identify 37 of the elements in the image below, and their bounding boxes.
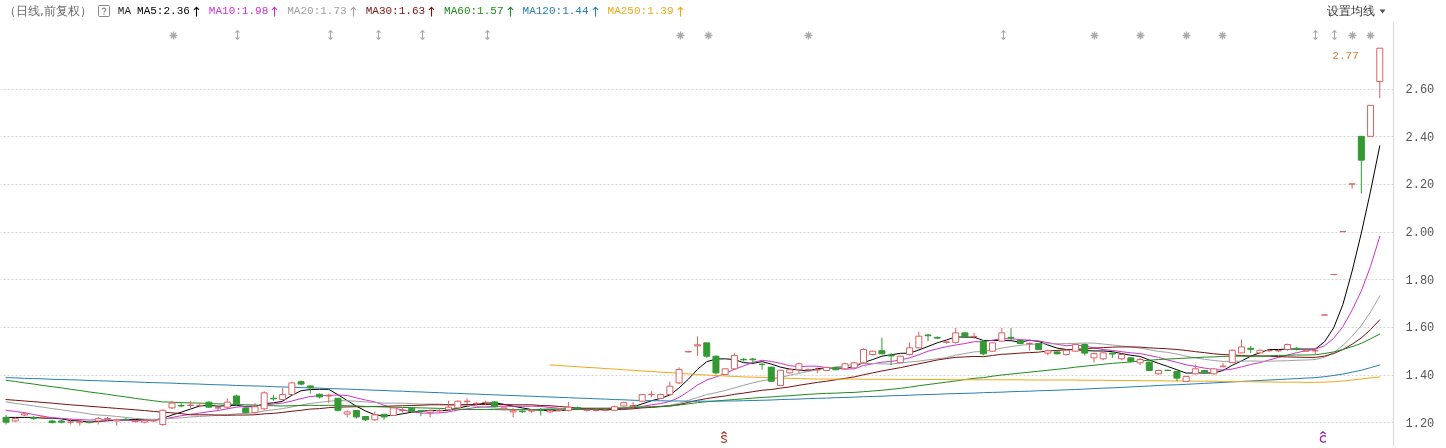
legend-label: MA250:1.39 — [607, 5, 674, 17]
y-tick-label: 2.60 — [1405, 83, 1435, 98]
legend-label: MA20:1.73 — [287, 5, 347, 17]
candlestick — [878, 337, 886, 355]
candlestick — [1007, 327, 1015, 341]
y-tick-label: 1.20 — [1405, 416, 1435, 431]
legend-title: MA — [117, 5, 132, 17]
y-tick-label: 1.40 — [1405, 369, 1435, 384]
y-tick-label: 2.20 — [1405, 178, 1435, 193]
text: 设置均线 — [1327, 2, 1375, 20]
y-tick-label: 1.80 — [1405, 273, 1435, 288]
candlestick — [509, 407, 517, 418]
y-tick-label: 1.60 — [1405, 321, 1435, 336]
legend-label: MA60:1.57 — [444, 5, 504, 17]
candlestick — [629, 401, 637, 409]
chart-title: （日线,前复权） — [4, 2, 92, 20]
candlestick — [1348, 183, 1356, 190]
line-series — [549, 364, 1381, 383]
candlestick — [758, 362, 766, 371]
y-tick-label: 2.40 — [1405, 130, 1435, 145]
candlestick — [887, 352, 895, 366]
legend-label: MA5:2.36 — [137, 5, 190, 17]
candlestick — [924, 333, 932, 342]
legend-label: MA120:1.44 — [522, 5, 589, 17]
candlestick — [1357, 135, 1365, 195]
candlestick — [417, 409, 425, 417]
legend-label: MA10:1.98 — [208, 5, 269, 17]
candlestick — [260, 390, 268, 411]
line-series — [5, 235, 1381, 422]
line-series — [5, 295, 1381, 420]
line-series — [5, 364, 1381, 402]
candlestick — [712, 354, 720, 376]
candlestick — [694, 335, 702, 357]
legend-label: MA30:1.63 — [365, 5, 426, 17]
line-series — [5, 319, 1381, 416]
y-tick-label: 2.00 — [1405, 226, 1435, 241]
annotation: 2.77 — [1332, 50, 1359, 63]
